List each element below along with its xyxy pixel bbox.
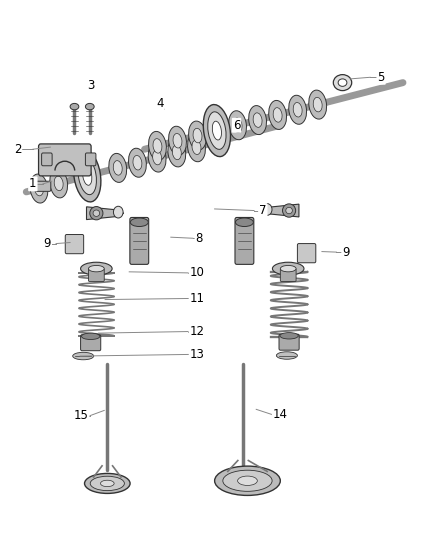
Text: 5: 5 bbox=[378, 71, 385, 84]
Ellipse shape bbox=[283, 204, 296, 217]
Ellipse shape bbox=[249, 106, 267, 135]
Polygon shape bbox=[262, 204, 299, 217]
Text: 14: 14 bbox=[273, 408, 288, 421]
Ellipse shape bbox=[109, 154, 127, 182]
Ellipse shape bbox=[113, 160, 122, 175]
Ellipse shape bbox=[70, 103, 79, 110]
Ellipse shape bbox=[236, 218, 253, 227]
Ellipse shape bbox=[212, 121, 222, 140]
Ellipse shape bbox=[313, 98, 322, 112]
Ellipse shape bbox=[192, 140, 201, 155]
Ellipse shape bbox=[229, 111, 247, 140]
FancyBboxPatch shape bbox=[85, 153, 96, 166]
Ellipse shape bbox=[338, 79, 347, 86]
Text: 7: 7 bbox=[259, 204, 267, 217]
Text: 8: 8 bbox=[196, 232, 203, 245]
Ellipse shape bbox=[30, 174, 48, 203]
Text: 1: 1 bbox=[29, 177, 37, 190]
Ellipse shape bbox=[289, 95, 307, 124]
Text: 6: 6 bbox=[233, 119, 240, 132]
Ellipse shape bbox=[88, 265, 104, 272]
Text: 3: 3 bbox=[88, 79, 95, 92]
Ellipse shape bbox=[233, 118, 242, 133]
Ellipse shape bbox=[81, 262, 112, 275]
Ellipse shape bbox=[153, 139, 162, 153]
FancyBboxPatch shape bbox=[280, 269, 296, 281]
Ellipse shape bbox=[223, 470, 272, 491]
Ellipse shape bbox=[189, 121, 206, 150]
Ellipse shape bbox=[237, 476, 257, 486]
FancyBboxPatch shape bbox=[81, 335, 101, 351]
Ellipse shape bbox=[173, 133, 182, 148]
Polygon shape bbox=[86, 207, 124, 220]
Text: 2: 2 bbox=[14, 143, 21, 156]
Ellipse shape bbox=[35, 181, 43, 196]
Ellipse shape bbox=[78, 157, 96, 195]
Ellipse shape bbox=[293, 102, 302, 117]
Ellipse shape bbox=[83, 166, 92, 185]
Text: 12: 12 bbox=[190, 325, 205, 338]
Ellipse shape bbox=[333, 75, 352, 91]
Ellipse shape bbox=[128, 148, 146, 177]
Ellipse shape bbox=[276, 352, 297, 359]
Ellipse shape bbox=[148, 143, 166, 172]
Ellipse shape bbox=[280, 333, 298, 339]
Ellipse shape bbox=[153, 150, 162, 165]
Text: 4: 4 bbox=[156, 98, 164, 110]
Ellipse shape bbox=[268, 100, 286, 130]
Ellipse shape bbox=[85, 103, 94, 110]
Ellipse shape bbox=[54, 176, 63, 191]
FancyBboxPatch shape bbox=[88, 269, 104, 281]
Ellipse shape bbox=[90, 206, 103, 220]
Ellipse shape bbox=[208, 112, 226, 149]
Ellipse shape bbox=[193, 128, 202, 143]
Ellipse shape bbox=[133, 156, 142, 170]
Ellipse shape bbox=[113, 206, 123, 218]
FancyBboxPatch shape bbox=[35, 181, 51, 191]
Ellipse shape bbox=[85, 473, 130, 494]
Ellipse shape bbox=[272, 262, 304, 275]
Ellipse shape bbox=[74, 150, 101, 202]
Ellipse shape bbox=[50, 169, 67, 198]
Ellipse shape bbox=[81, 333, 100, 340]
Ellipse shape bbox=[253, 113, 262, 127]
Ellipse shape bbox=[90, 477, 124, 490]
Ellipse shape bbox=[130, 218, 148, 227]
Ellipse shape bbox=[203, 104, 230, 157]
Text: 15: 15 bbox=[74, 409, 88, 422]
Text: 13: 13 bbox=[190, 348, 205, 361]
FancyBboxPatch shape bbox=[297, 244, 316, 263]
Text: 11: 11 bbox=[190, 292, 205, 305]
Ellipse shape bbox=[172, 145, 181, 160]
Ellipse shape bbox=[168, 138, 186, 167]
Ellipse shape bbox=[262, 204, 272, 215]
Ellipse shape bbox=[215, 466, 280, 496]
Ellipse shape bbox=[148, 132, 166, 160]
Ellipse shape bbox=[273, 108, 282, 122]
Ellipse shape bbox=[280, 265, 296, 272]
Ellipse shape bbox=[187, 133, 205, 161]
FancyBboxPatch shape bbox=[130, 217, 148, 264]
FancyBboxPatch shape bbox=[65, 235, 84, 254]
FancyBboxPatch shape bbox=[42, 153, 52, 166]
Ellipse shape bbox=[286, 207, 293, 214]
Text: 9: 9 bbox=[342, 246, 350, 259]
Ellipse shape bbox=[169, 126, 187, 155]
FancyBboxPatch shape bbox=[235, 217, 254, 264]
Ellipse shape bbox=[309, 90, 327, 119]
Text: 10: 10 bbox=[190, 266, 205, 279]
Ellipse shape bbox=[93, 210, 99, 216]
FancyBboxPatch shape bbox=[279, 334, 299, 350]
Ellipse shape bbox=[73, 352, 94, 360]
Ellipse shape bbox=[100, 480, 114, 487]
FancyBboxPatch shape bbox=[39, 144, 91, 176]
Text: 9: 9 bbox=[43, 237, 51, 250]
